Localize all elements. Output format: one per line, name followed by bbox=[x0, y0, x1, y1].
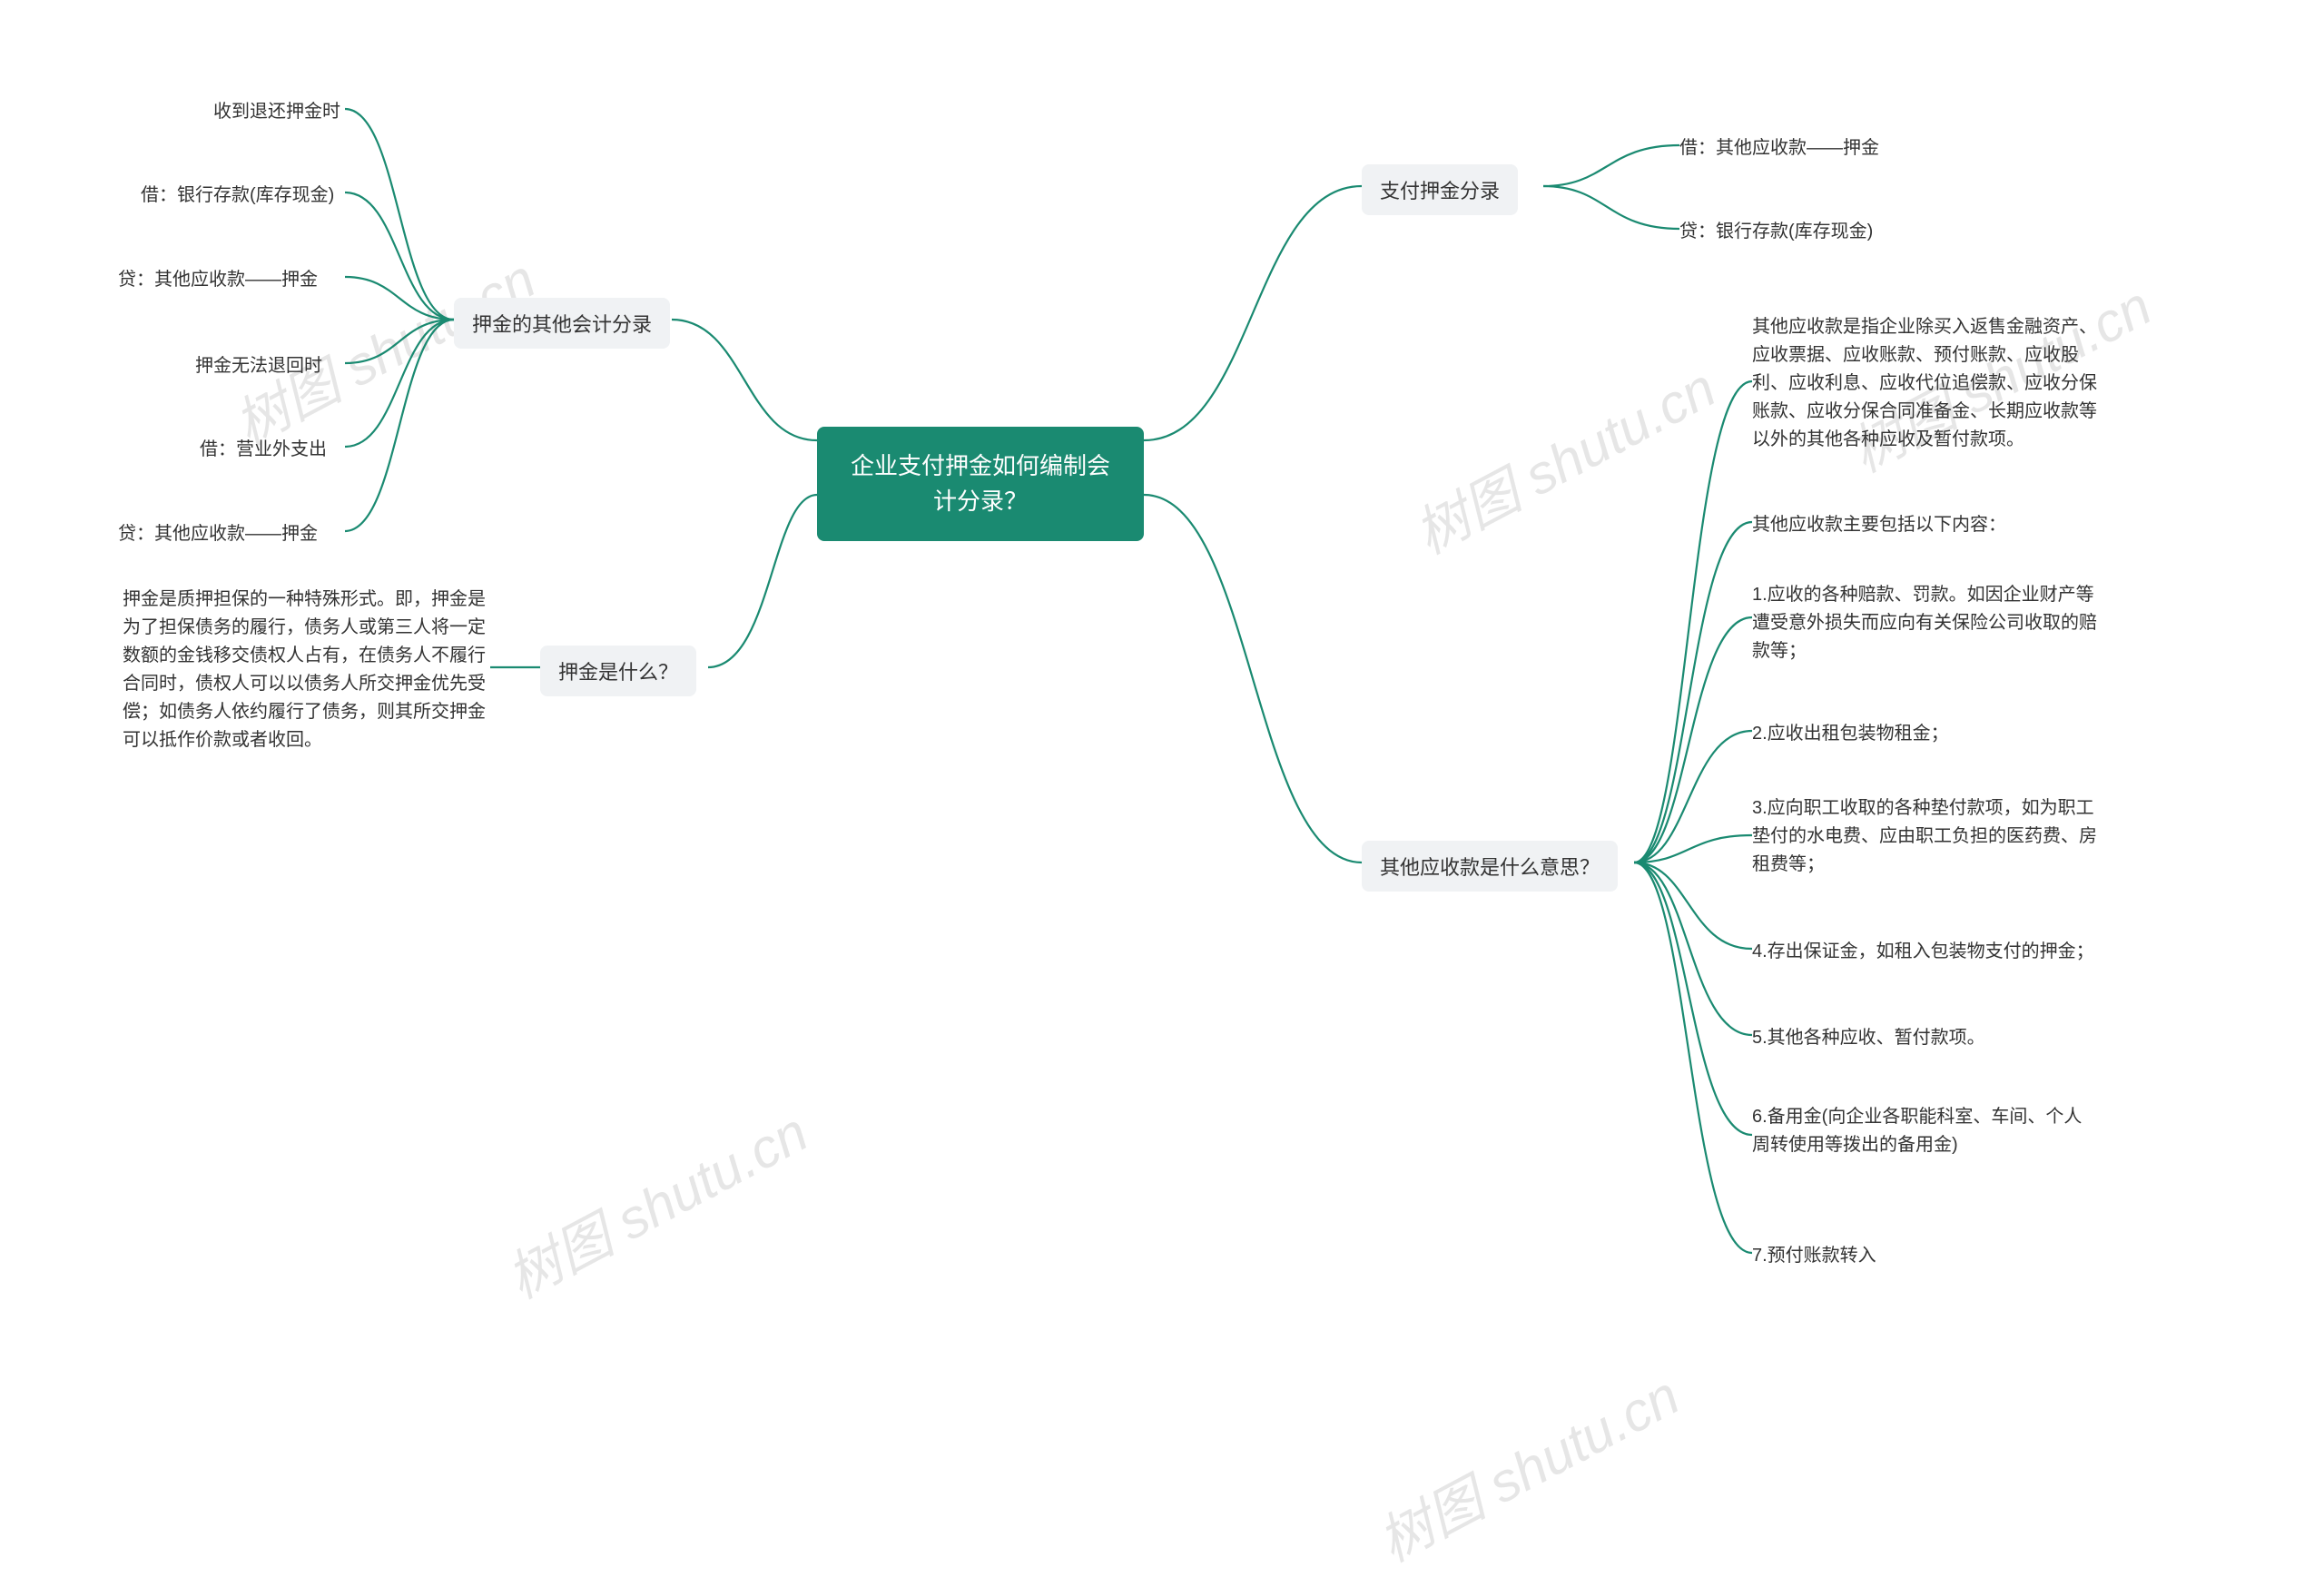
mindmap-canvas: 树图 shutu.cn 树图 shutu.cn 树图 shutu.cn 树图 s… bbox=[0, 0, 2324, 1544]
leaf-r2-5: 3.应向职工收取的各种垫付款项，如为职工垫付的水电费、应由职工负担的医药费、房租… bbox=[1752, 794, 2097, 879]
watermark: 树图 shutu.cn bbox=[1363, 1353, 1691, 1577]
leaf-return-deposit: 收到退还押金时 bbox=[213, 98, 340, 126]
leaf-credit-receivable2: 贷：其他应收款——押金 bbox=[118, 520, 318, 548]
leaf-r2-6: 4.存出保证金，如租入包装物支付的押金； bbox=[1752, 938, 2097, 966]
branch-left-what-is-deposit[interactable]: 押金是什么？ bbox=[540, 646, 696, 696]
branch-right-what-is-other-receivable[interactable]: 其他应收款是什么意思？ bbox=[1362, 841, 1618, 892]
leaf-r2-1: 其他应收款是指企业除买入返售金融资产、应收票据、应收账款、预付账款、应收股利、应… bbox=[1752, 313, 2097, 454]
leaf-credit-receivable: 贷：其他应收款——押金 bbox=[118, 266, 318, 294]
root-node[interactable]: 企业支付押金如何编制会计分录？ bbox=[817, 427, 1144, 541]
leaf-r2-7: 5.其他各种应收、暂付款项。 bbox=[1752, 1024, 2097, 1052]
watermark: 树图 shutu.cn bbox=[1399, 345, 1728, 569]
leaf-debit-other-receivable: 借：其他应收款——押金 bbox=[1679, 134, 1879, 163]
leaf-debit-bank: 借：银行存款(库存现金) bbox=[141, 182, 334, 210]
leaf-deposit-definition: 押金是质押担保的一种特殊形式。即，押金是为了担保债务的履行，债务人或第三人将一定… bbox=[123, 586, 486, 754]
leaf-credit-bank: 贷：银行存款(库存现金) bbox=[1679, 218, 1873, 246]
leaf-r2-9: 7.预付账款转入 bbox=[1752, 1242, 2097, 1270]
leaf-r2-8: 6.备用金(向企业各职能科室、车间、个人周转使用等拨出的备用金) bbox=[1752, 1103, 2097, 1159]
leaf-debit-nonop: 借：营业外支出 bbox=[200, 436, 327, 464]
leaf-r2-4: 2.应收出租包装物租金； bbox=[1752, 720, 2097, 748]
leaf-cannot-return: 押金无法退回时 bbox=[195, 352, 322, 380]
branch-left-other-entries[interactable]: 押金的其他会计分录 bbox=[454, 298, 670, 349]
watermark: 树图 shutu.cn bbox=[491, 1089, 820, 1314]
connector-lines bbox=[0, 0, 2324, 1544]
leaf-r2-3: 1.应收的各种赔款、罚款。如因企业财产等遭受意外损失而应向有关保险公司收取的赔款… bbox=[1752, 581, 2097, 665]
leaf-r2-2: 其他应收款主要包括以下内容： bbox=[1752, 511, 2097, 539]
branch-right-pay-entry[interactable]: 支付押金分录 bbox=[1362, 164, 1518, 215]
